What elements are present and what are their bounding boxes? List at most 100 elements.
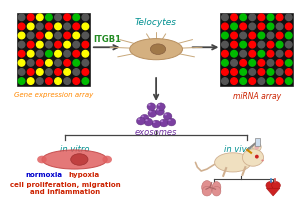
Circle shape <box>64 42 70 49</box>
Ellipse shape <box>242 149 263 166</box>
Circle shape <box>37 33 43 40</box>
Ellipse shape <box>253 143 261 152</box>
Circle shape <box>37 42 43 49</box>
Circle shape <box>64 78 70 85</box>
Circle shape <box>276 42 283 49</box>
Ellipse shape <box>37 156 47 164</box>
FancyBboxPatch shape <box>255 139 260 146</box>
Circle shape <box>27 15 34 21</box>
Circle shape <box>276 33 283 40</box>
Circle shape <box>82 15 88 21</box>
Circle shape <box>46 33 52 40</box>
Circle shape <box>82 24 88 31</box>
Circle shape <box>285 42 292 49</box>
Ellipse shape <box>254 145 259 150</box>
Circle shape <box>18 60 25 67</box>
Ellipse shape <box>160 120 168 127</box>
Circle shape <box>82 42 88 49</box>
Circle shape <box>285 51 292 58</box>
Ellipse shape <box>148 104 151 106</box>
Circle shape <box>258 24 265 31</box>
Circle shape <box>27 24 34 31</box>
Ellipse shape <box>161 121 163 122</box>
Circle shape <box>55 42 61 49</box>
Circle shape <box>222 42 228 49</box>
Circle shape <box>46 60 52 67</box>
Circle shape <box>276 60 283 67</box>
Text: normoxia: normoxia <box>26 171 62 177</box>
Circle shape <box>55 15 61 21</box>
Circle shape <box>267 33 274 40</box>
Circle shape <box>73 51 80 58</box>
Ellipse shape <box>148 110 157 118</box>
Circle shape <box>55 69 61 76</box>
Circle shape <box>249 33 256 40</box>
Circle shape <box>18 69 25 76</box>
Circle shape <box>64 33 70 40</box>
Ellipse shape <box>167 119 176 126</box>
Circle shape <box>249 78 256 85</box>
Circle shape <box>64 51 70 58</box>
Circle shape <box>55 78 61 85</box>
Circle shape <box>249 42 256 49</box>
Ellipse shape <box>136 118 145 125</box>
Text: Telocytes: Telocytes <box>135 18 177 26</box>
Circle shape <box>240 42 246 49</box>
Circle shape <box>258 51 265 58</box>
Circle shape <box>37 60 43 67</box>
Circle shape <box>267 69 274 76</box>
Ellipse shape <box>202 186 212 196</box>
Circle shape <box>82 33 88 40</box>
Circle shape <box>240 15 246 21</box>
Circle shape <box>240 51 246 58</box>
Circle shape <box>222 33 228 40</box>
Ellipse shape <box>157 109 159 111</box>
Circle shape <box>73 24 80 31</box>
Circle shape <box>73 15 80 21</box>
Circle shape <box>258 69 265 76</box>
Text: in vitro: in vitro <box>60 144 89 153</box>
Ellipse shape <box>144 119 153 126</box>
Ellipse shape <box>214 153 251 172</box>
Circle shape <box>249 69 256 76</box>
Circle shape <box>267 60 274 67</box>
Circle shape <box>64 24 70 31</box>
Ellipse shape <box>202 181 212 194</box>
Ellipse shape <box>42 150 107 169</box>
Circle shape <box>231 42 237 49</box>
Ellipse shape <box>153 122 155 123</box>
Circle shape <box>231 69 237 76</box>
Circle shape <box>249 60 256 67</box>
Ellipse shape <box>152 121 161 128</box>
Circle shape <box>46 24 52 31</box>
Circle shape <box>258 15 265 21</box>
Circle shape <box>285 60 292 67</box>
Circle shape <box>240 69 246 76</box>
Circle shape <box>18 24 25 31</box>
Text: cell proliferation, migration
and inflammation: cell proliferation, migration and inflam… <box>10 181 120 194</box>
Circle shape <box>285 33 292 40</box>
Circle shape <box>285 24 292 31</box>
Circle shape <box>18 51 25 58</box>
Circle shape <box>276 51 283 58</box>
Circle shape <box>222 15 228 21</box>
Circle shape <box>55 24 61 31</box>
Circle shape <box>46 69 52 76</box>
Text: exosomes: exosomes <box>135 127 177 136</box>
Circle shape <box>258 42 265 49</box>
Circle shape <box>231 15 237 21</box>
Circle shape <box>82 60 88 67</box>
Ellipse shape <box>157 103 165 111</box>
Circle shape <box>285 69 292 76</box>
Circle shape <box>258 78 265 85</box>
Circle shape <box>46 51 52 58</box>
Circle shape <box>27 42 34 49</box>
Circle shape <box>240 60 246 67</box>
Circle shape <box>285 78 292 85</box>
Circle shape <box>231 60 237 67</box>
Circle shape <box>18 33 25 40</box>
Ellipse shape <box>138 119 140 121</box>
Text: miRNA array: miRNA array <box>233 92 281 101</box>
Circle shape <box>276 69 283 76</box>
Circle shape <box>222 60 228 67</box>
